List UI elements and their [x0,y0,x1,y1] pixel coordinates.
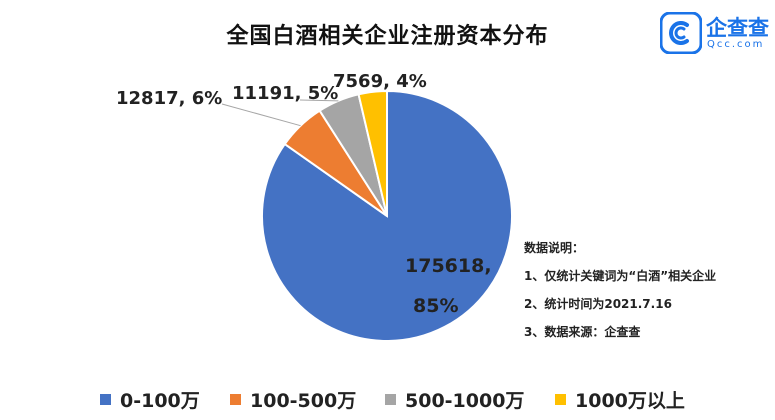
data-label-0-value: 175618, [405,255,492,277]
data-label-0-percent: 85% [413,295,458,317]
notes-heading: 数据说明： [524,241,585,255]
notes-line-1: 1、仅统计关键词为“白酒”相关企业 [524,269,717,283]
legend-label: 100-500万 [250,390,357,412]
data-label-3: 7569, 4% [333,71,427,92]
legend-swatch [385,394,396,405]
legend-swatch [230,394,241,405]
pie-slices [261,89,513,342]
leader-lines [221,99,339,127]
leader-line-1 [221,103,301,127]
legend-swatch [555,394,566,405]
legend-item-0-100: 0-100万 [100,386,200,413]
legend-item-500-1000: 500-1000万 [385,386,524,413]
logo-name: 企查查 [706,16,769,40]
legend-label: 0-100万 [120,390,200,412]
leader-line-2 [299,99,339,102]
data-notes: 数据说明： 1、仅统计关键词为“白酒”相关企业 2、统计时间为2021.7.16… [524,234,716,346]
legend-swatch [100,394,111,405]
logo-subtitle: Qcc.com [707,39,765,50]
data-label-1: 12817, 6% [116,88,222,109]
notes-line-2: 2、统计时间为2021.7.16 [524,297,672,311]
data-label-2: 11191, 5% [232,83,338,104]
data-labels: 175618, 85% 12817, 6% 11191, 5%7569, 4% [116,71,492,317]
chart-title: 全国白酒相关企业注册资本分布 [226,24,549,49]
legend-item-1000-plus: 1000万以上 [555,386,685,413]
legend-item-100-500: 100-500万 [230,386,356,413]
qcc-logo: 企查查 Qcc.com [659,11,770,56]
legend-label: 500-1000万 [405,390,525,412]
pie-slice-3 [357,89,388,217]
legend-label: 1000万以上 [575,390,685,412]
notes-line-3: 3、数据来源：企查查 [524,325,641,339]
qcc-logo-icon [659,11,703,55]
